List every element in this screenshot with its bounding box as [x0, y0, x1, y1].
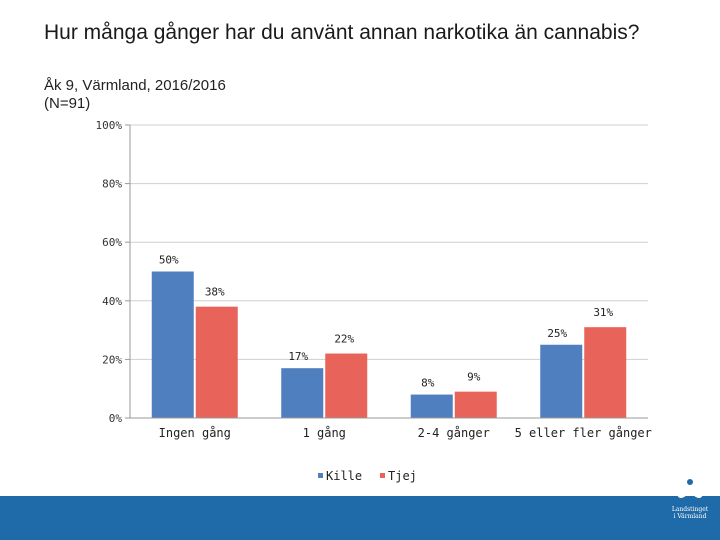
y-tick-label: 40% — [102, 295, 122, 308]
legend-swatch-kille — [318, 473, 323, 478]
data-label: 38% — [205, 286, 225, 299]
x-tick-label: 2-4 gånger — [418, 426, 490, 440]
bar-kille — [281, 368, 324, 418]
data-label: 31% — [593, 306, 613, 319]
legend-label-tjej: Tjej — [388, 469, 417, 483]
y-tick-label: 20% — [102, 353, 122, 366]
bar-kille — [410, 394, 453, 418]
data-label: 17% — [288, 350, 308, 363]
x-tick-label: 1 gång — [303, 426, 346, 440]
sample-size: (N=91) — [44, 95, 91, 112]
y-tick-label: 80% — [102, 178, 122, 191]
x-tick-label: 5 eller fler gånger — [515, 426, 652, 440]
x-tick-label: Ingen gång — [159, 426, 231, 440]
chart-title: Hur många gånger har du använt annan nar… — [44, 21, 640, 44]
legend-label-kille: Kille — [326, 469, 362, 483]
flower-logo-icon — [671, 463, 709, 499]
bar-chart: 0% 20% 40% 60% 80% 100% 50% 38% Ingen gång 17% 22%… — [96, 119, 652, 483]
data-label: 8% — [421, 377, 435, 390]
logo-text-2: i Värmland — [673, 513, 707, 520]
chart-subtitle: Åk 9, Värmland, 2016/2016 — [44, 77, 226, 94]
bar-tjej — [454, 391, 497, 418]
data-label: 50% — [159, 254, 179, 267]
bar-tjej — [195, 306, 238, 418]
legend-swatch-tjej — [380, 473, 385, 478]
bar-tjej — [584, 327, 627, 418]
logo: Landstinget i Värmland — [664, 462, 716, 534]
y-tick-label: 100% — [96, 119, 123, 132]
data-label: 22% — [334, 333, 354, 346]
data-label: 25% — [547, 327, 567, 340]
bar-kille — [151, 271, 194, 418]
data-label: 9% — [467, 371, 481, 384]
logo-text-1: Landstinget — [671, 506, 709, 513]
footer-band — [0, 496, 720, 540]
bar-kille — [540, 344, 583, 418]
y-tick-label: 0% — [109, 412, 123, 425]
y-tick-label: 60% — [102, 236, 122, 249]
bar-tjej — [325, 353, 368, 418]
